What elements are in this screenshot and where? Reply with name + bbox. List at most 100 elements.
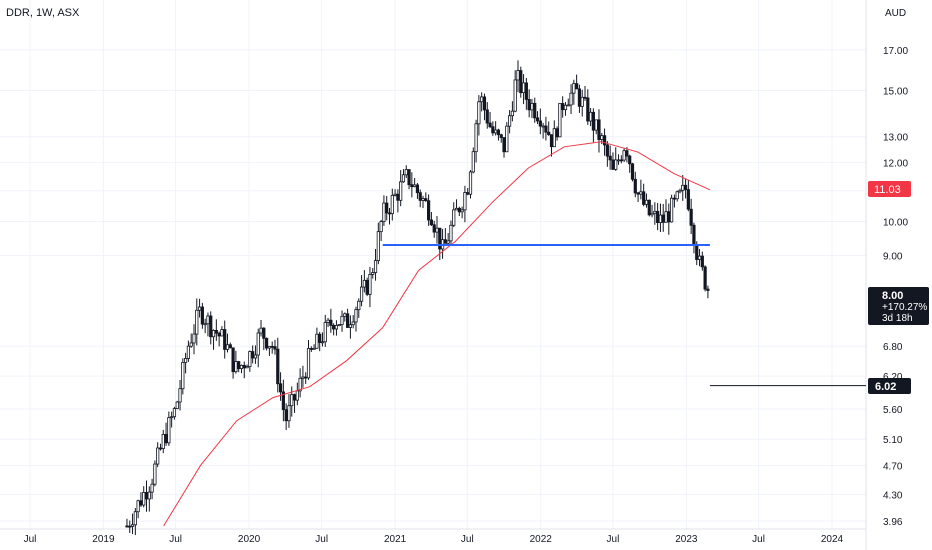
candle-body xyxy=(683,184,688,191)
candle-body xyxy=(223,329,227,350)
candle-body xyxy=(376,231,380,261)
candle-body xyxy=(276,348,280,385)
candle-body xyxy=(466,192,470,195)
time-tick-label: Jul xyxy=(315,534,328,545)
candle-body xyxy=(147,491,151,500)
candle-body xyxy=(175,401,179,409)
candle-body xyxy=(332,324,336,330)
candle-body xyxy=(530,102,534,111)
candle-body xyxy=(644,199,649,205)
candle-body xyxy=(231,347,235,373)
candle-body xyxy=(630,163,635,180)
target-value-text: 6.02 xyxy=(875,381,896,393)
candle-body xyxy=(561,103,565,111)
candle-body xyxy=(429,219,433,226)
candle-body xyxy=(689,208,693,226)
candle-body xyxy=(128,525,132,528)
candle-body xyxy=(301,376,305,379)
candle-body xyxy=(435,227,439,233)
candle-body xyxy=(533,102,537,119)
candle-body xyxy=(480,96,484,103)
candle-body xyxy=(457,207,461,213)
price-tick-label: 6.80 xyxy=(883,342,903,353)
candle-body xyxy=(284,409,288,422)
price-tick-label: 3.96 xyxy=(883,517,903,528)
candle-body xyxy=(337,324,341,326)
candle-body xyxy=(368,274,372,295)
candle-body xyxy=(298,377,302,392)
candle-body xyxy=(214,330,218,334)
candle-body xyxy=(318,333,322,343)
candle-body xyxy=(292,394,297,401)
candle-body xyxy=(650,212,654,216)
candle-body xyxy=(248,351,252,368)
candle-body xyxy=(136,500,140,513)
candle-body xyxy=(628,155,632,165)
candle-body xyxy=(142,492,146,506)
candle-body xyxy=(524,82,528,100)
candle-body xyxy=(195,309,199,335)
candle-body xyxy=(273,346,277,350)
candle-body xyxy=(516,70,520,81)
candle-body xyxy=(614,159,618,170)
candle-body xyxy=(387,212,392,215)
price-tick-label: 12.00 xyxy=(883,159,908,170)
candle-body xyxy=(225,344,230,350)
candle-body xyxy=(340,315,344,325)
candle-body xyxy=(661,214,665,223)
time-tick-label: Jul xyxy=(169,534,182,545)
candle-body xyxy=(326,319,330,323)
candle-body xyxy=(611,159,615,170)
candle-body xyxy=(608,155,612,161)
candle-body xyxy=(192,333,196,344)
candle-body xyxy=(242,364,246,369)
candle-body xyxy=(583,96,587,99)
time-tick-label: 2022 xyxy=(530,534,553,545)
candle-body xyxy=(460,209,464,213)
candle-body xyxy=(446,240,450,244)
candle-body xyxy=(477,101,481,125)
candle-body xyxy=(184,358,188,363)
candle-body xyxy=(695,244,699,260)
price-tick-label: 10.00 xyxy=(883,218,908,229)
candle-body xyxy=(589,111,593,122)
candle-body xyxy=(203,323,207,326)
candle-body xyxy=(508,115,512,127)
candle-body xyxy=(306,348,311,379)
candle-body xyxy=(485,109,489,124)
candle-body xyxy=(658,214,663,223)
candle-body xyxy=(401,174,406,183)
candle-body xyxy=(521,82,526,94)
candle-body xyxy=(491,126,495,134)
candle-body xyxy=(505,125,509,153)
candle-body xyxy=(482,96,487,111)
candle-body xyxy=(622,150,626,161)
time-tick-label: Jul xyxy=(752,534,765,545)
candle-body xyxy=(488,122,492,128)
candle-body xyxy=(703,266,707,290)
candle-body xyxy=(636,192,640,195)
candle-body xyxy=(494,129,498,134)
candle-body xyxy=(228,344,232,349)
candle-body xyxy=(499,134,503,138)
candle-body xyxy=(577,88,582,107)
currency-label: AUD xyxy=(885,8,906,19)
candle-body xyxy=(538,120,542,127)
candle-body xyxy=(245,366,249,369)
candle-body xyxy=(569,92,573,106)
candle-body xyxy=(334,325,339,330)
price-tick-label: 4.70 xyxy=(883,462,903,473)
price-tick-label: 4.30 xyxy=(883,490,903,501)
candle-body xyxy=(206,315,210,325)
candle-body xyxy=(427,200,431,221)
candle-body xyxy=(167,417,171,444)
target-value-badge: 6.02 xyxy=(868,378,911,394)
candle-body xyxy=(664,211,668,223)
candle-body xyxy=(700,255,704,268)
candle-body xyxy=(382,202,386,222)
candle-body xyxy=(253,354,258,359)
candle-body xyxy=(667,211,671,223)
candle-body xyxy=(267,345,272,349)
candle-body xyxy=(670,197,674,223)
